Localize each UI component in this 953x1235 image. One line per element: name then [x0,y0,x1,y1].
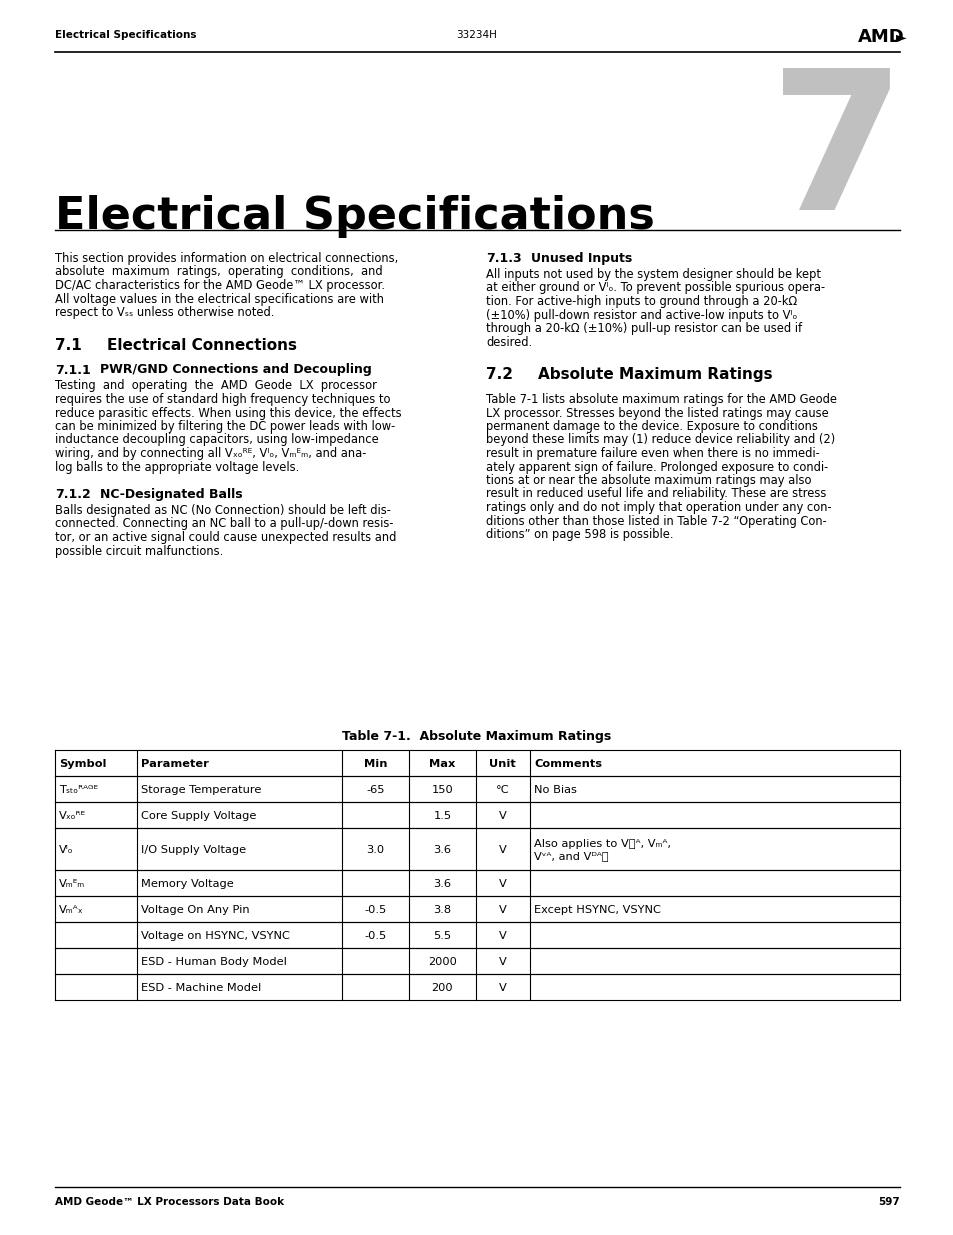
Text: absolute  maximum  ratings,  operating  conditions,  and: absolute maximum ratings, operating cond… [55,266,382,279]
Text: at either ground or Vᴵₒ. To prevent possible spurious opera-: at either ground or Vᴵₒ. To prevent poss… [485,282,824,294]
Text: through a 20-kΩ (±10%) pull-up resistor can be used if: through a 20-kΩ (±10%) pull-up resistor … [485,322,801,335]
Text: ►: ► [895,30,905,44]
Text: No Bias: No Bias [534,785,577,795]
Text: 7.1: 7.1 [55,337,82,352]
Text: desired.: desired. [485,336,532,348]
Text: result in premature failure even when there is no immedi-: result in premature failure even when th… [485,447,819,459]
Text: 3.8: 3.8 [433,905,451,915]
Text: ESD - Machine Model: ESD - Machine Model [141,983,261,993]
Text: Vₘᴬₓ: Vₘᴬₓ [59,905,84,915]
Text: Memory Voltage: Memory Voltage [141,879,233,889]
Text: °C: °C [496,785,509,795]
Text: AMD: AMD [857,28,903,46]
Text: Except HSYNC, VSYNC: Except HSYNC, VSYNC [534,905,660,915]
Text: 3.6: 3.6 [433,879,451,889]
Text: Electrical Specifications: Electrical Specifications [55,195,654,238]
Text: Table 7-1.  Absolute Maximum Ratings: Table 7-1. Absolute Maximum Ratings [342,730,611,743]
Text: beyond these limits may (1) reduce device reliability and (2): beyond these limits may (1) reduce devic… [485,433,835,447]
Text: log balls to the appropriate voltage levels.: log balls to the appropriate voltage lev… [55,461,299,473]
Text: Max: Max [429,760,456,769]
Text: V: V [498,957,506,967]
Text: tor, or an active signal could cause unexpected results and: tor, or an active signal could cause une… [55,531,395,543]
Text: can be minimized by filtering the DC power leads with low-: can be minimized by filtering the DC pow… [55,420,395,433]
Text: result in reduced useful life and reliability. These are stress: result in reduced useful life and reliab… [485,488,825,500]
Text: 33234H: 33234H [456,30,497,40]
Text: ditions other than those listed in Table 7-2 “Operating Con-: ditions other than those listed in Table… [485,515,826,527]
Text: V: V [498,983,506,993]
Text: 7.1.1: 7.1.1 [55,363,91,377]
Text: Electrical Connections: Electrical Connections [107,337,296,352]
Text: V: V [498,905,506,915]
Text: V: V [498,811,506,821]
Text: Core Supply Voltage: Core Supply Voltage [141,811,256,821]
Text: 7: 7 [769,62,904,249]
Text: tions at or near the absolute maximum ratings may also: tions at or near the absolute maximum ra… [485,474,811,487]
Text: V: V [498,845,506,855]
Text: NC-Designated Balls: NC-Designated Balls [100,488,242,501]
Text: Table 7-1 lists absolute maximum ratings for the AMD Geode: Table 7-1 lists absolute maximum ratings… [485,393,836,406]
Text: tion. For active-high inputs to ground through a 20-kΩ: tion. For active-high inputs to ground t… [485,295,797,308]
Text: reduce parasitic effects. When using this device, the effects: reduce parasitic effects. When using thi… [55,406,401,420]
Text: inductance decoupling capacitors, using low-impedance: inductance decoupling capacitors, using … [55,433,378,447]
Text: 7.1.3: 7.1.3 [485,252,521,266]
Text: permanent damage to the device. Exposure to conditions: permanent damage to the device. Exposure… [485,420,817,433]
Text: 7.1.2: 7.1.2 [55,488,91,501]
Text: Vₘᴱₘ: Vₘᴱₘ [59,879,85,889]
Text: (±10%) pull-down resistor and active-low inputs to Vᴵₒ: (±10%) pull-down resistor and active-low… [485,309,797,321]
Text: 3.6: 3.6 [433,845,451,855]
Text: Unused Inputs: Unused Inputs [531,252,632,266]
Text: DC/AC characteristics for the AMD Geode™ LX processor.: DC/AC characteristics for the AMD Geode™… [55,279,385,291]
Text: PWR/GND Connections and Decoupling: PWR/GND Connections and Decoupling [100,363,372,377]
Text: 2000: 2000 [428,957,456,967]
Text: Parameter: Parameter [141,760,209,769]
Text: Unit: Unit [489,760,516,769]
Text: Also applies to Vⲟᴬ, Vₘᴬ,: Also applies to Vⲟᴬ, Vₘᴬ, [534,839,670,848]
Text: Balls designated as NC (No Connection) should be left dis-: Balls designated as NC (No Connection) s… [55,504,391,517]
Text: possible circuit malfunctions.: possible circuit malfunctions. [55,545,223,557]
Text: Storage Temperature: Storage Temperature [141,785,261,795]
Text: 7.2: 7.2 [485,367,513,382]
Text: ately apparent sign of failure. Prolonged exposure to condi-: ately apparent sign of failure. Prolonge… [485,461,827,473]
Text: connected. Connecting an NC ball to a pull-up/-down resis-: connected. Connecting an NC ball to a pu… [55,517,393,531]
Text: Symbol: Symbol [59,760,107,769]
Text: Voltage On Any Pin: Voltage On Any Pin [141,905,250,915]
Text: Voltage on HSYNC, VSYNC: Voltage on HSYNC, VSYNC [141,931,290,941]
Text: -65: -65 [366,785,384,795]
Text: Vᵛᴬ, and Vᴰᴬⲟ: Vᵛᴬ, and Vᴰᴬⲟ [534,851,608,861]
Text: Vᴵₒ: Vᴵₒ [59,845,73,855]
Text: I/O Supply Voltage: I/O Supply Voltage [141,845,246,855]
Text: 3.0: 3.0 [366,845,384,855]
Text: Tₛₜₒᴿᴬᴳᴱ: Tₛₜₒᴿᴬᴳᴱ [59,785,98,795]
Text: AMD Geode™ LX Processors Data Book: AMD Geode™ LX Processors Data Book [55,1197,284,1207]
Text: 150: 150 [431,785,453,795]
Text: LX processor. Stresses beyond the listed ratings may cause: LX processor. Stresses beyond the listed… [485,406,828,420]
Text: 5.5: 5.5 [433,931,451,941]
Text: Testing  and  operating  the  AMD  Geode  LX  processor: Testing and operating the AMD Geode LX p… [55,379,376,393]
Text: Min: Min [363,760,387,769]
Text: All voltage values in the electrical specifications are with: All voltage values in the electrical spe… [55,293,384,305]
Text: -0.5: -0.5 [364,905,386,915]
Text: V: V [498,931,506,941]
Text: ESD - Human Body Model: ESD - Human Body Model [141,957,287,967]
Text: All inputs not used by the system designer should be kept: All inputs not used by the system design… [485,268,821,282]
Text: V: V [498,879,506,889]
Text: Vₓₒᴿᴱ: Vₓₒᴿᴱ [59,811,86,821]
Text: 200: 200 [431,983,453,993]
Text: 597: 597 [878,1197,899,1207]
Text: ditions” on page 598 is possible.: ditions” on page 598 is possible. [485,529,673,541]
Text: wiring, and by connecting all Vₓₒᴿᴱ, Vᴵₒ, Vₘᴱₘ, and ana-: wiring, and by connecting all Vₓₒᴿᴱ, Vᴵₒ… [55,447,366,459]
Text: respect to Vₛₛ unless otherwise noted.: respect to Vₛₛ unless otherwise noted. [55,306,274,319]
Text: -0.5: -0.5 [364,931,386,941]
Text: Absolute Maximum Ratings: Absolute Maximum Ratings [537,367,772,382]
Text: requires the use of standard high frequency techniques to: requires the use of standard high freque… [55,393,390,406]
Text: This section provides information on electrical connections,: This section provides information on ele… [55,252,397,266]
Text: Comments: Comments [534,760,601,769]
Text: Electrical Specifications: Electrical Specifications [55,30,196,40]
Text: ratings only and do not imply that operation under any con-: ratings only and do not imply that opera… [485,501,831,514]
Text: 1.5: 1.5 [433,811,451,821]
